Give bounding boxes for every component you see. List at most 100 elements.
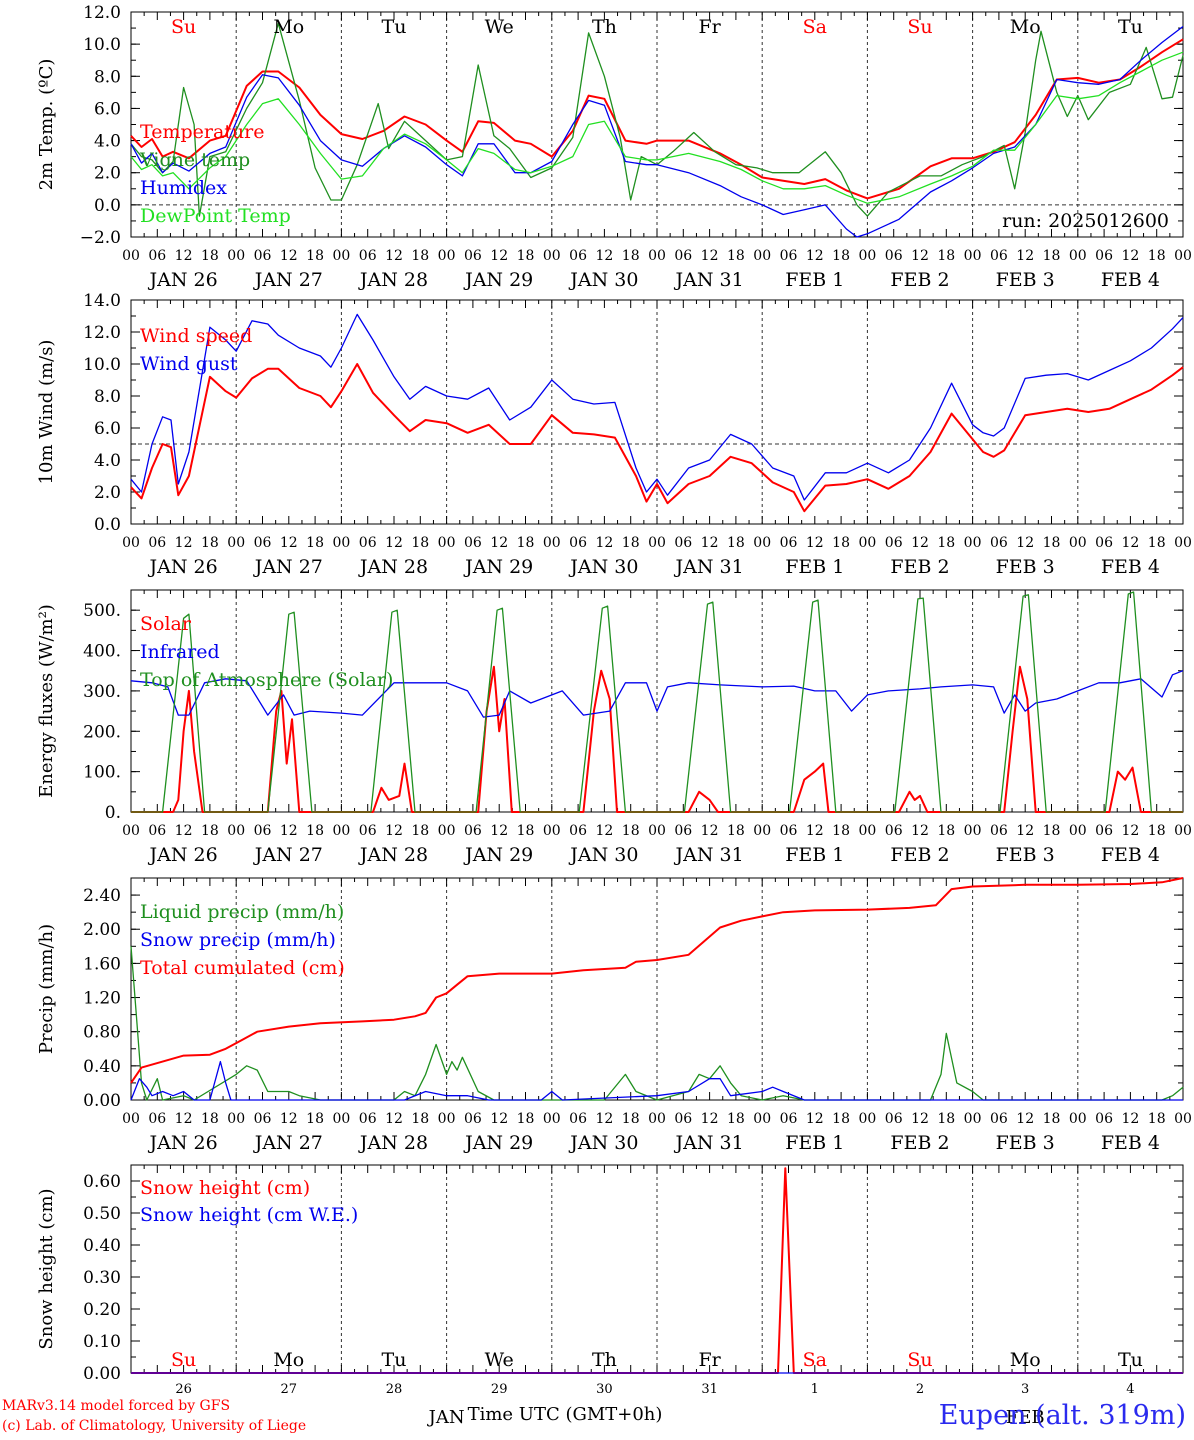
day-number-label: 30 (596, 1382, 613, 1397)
x-hour-label: 06 (254, 1111, 272, 1127)
series-line-dewpoint-temp (130, 51, 1184, 204)
x-date-label: JAN 27 (253, 556, 323, 578)
x-hour-label: 12 (1121, 535, 1139, 551)
x-date-label: JAN 26 (148, 1132, 218, 1154)
y-tick-label: 0. (105, 803, 121, 823)
x-hour-label: 18 (411, 535, 429, 551)
x-hour-label: 12 (385, 1111, 403, 1127)
legend-entry: Wind speed (140, 325, 252, 347)
series-line-top-of-atmosphere-solar- (131, 591, 1183, 813)
x-hour-label: 18 (411, 248, 429, 264)
y-tick-label: 0.20 (83, 1300, 121, 1320)
y-tick-label: 0.60 (83, 1172, 121, 1192)
x-date-label: JAN 28 (358, 844, 428, 866)
x-hour-label: 06 (674, 1111, 692, 1127)
x-hour-label: 18 (622, 823, 640, 839)
x-hour-label: 18 (517, 823, 535, 839)
x-hour-label: 06 (1095, 248, 1113, 264)
x-hour-label: 18 (1043, 535, 1061, 551)
x-hour-label: 00 (332, 823, 350, 839)
x-hour-label: 18 (201, 535, 219, 551)
x-hour-label: 18 (1148, 535, 1166, 551)
plot-frame (130, 11, 1184, 238)
x-hour-label: 18 (1148, 248, 1166, 264)
series-line-wind-gust (130, 313, 1184, 501)
legend-entry: Humidex (140, 177, 227, 199)
x-hour-label: 06 (780, 535, 798, 551)
x-date-label: FEB 3 (996, 844, 1055, 866)
x-hour-label: 00 (1069, 535, 1087, 551)
x-hour-label: 12 (1121, 823, 1139, 839)
x-date-label: JAN 29 (463, 269, 533, 291)
x-hour-label: 06 (464, 535, 482, 551)
x-hour-label: 00 (332, 1111, 350, 1127)
x-hour-label: 18 (306, 248, 324, 264)
x-hour-label: 18 (937, 535, 955, 551)
x-hour-label: 18 (727, 823, 745, 839)
x-hour-label: 06 (464, 823, 482, 839)
x-date-label: FEB 3 (996, 269, 1055, 291)
x-hour-label: 12 (280, 1111, 298, 1127)
weekday-label: We (485, 16, 514, 38)
x-hour-label: 00 (858, 248, 876, 264)
x-hour-label: 06 (674, 535, 692, 551)
y-axis-label: 2m Temp. (ºC) (36, 59, 57, 191)
x-hour-label: 06 (254, 535, 272, 551)
x-date-label: FEB 4 (1101, 556, 1160, 578)
x-hour-label: 06 (885, 1111, 903, 1127)
x-hour-label: 12 (1121, 1111, 1139, 1127)
x-date-label: FEB 4 (1101, 844, 1160, 866)
x-hour-label: 18 (201, 248, 219, 264)
x-hour-label: 12 (175, 823, 193, 839)
x-hour-label: 12 (385, 248, 403, 264)
legend-entry: Snow height (cm) (140, 1177, 310, 1199)
x-hour-label: 00 (1174, 823, 1192, 839)
legend-entry: Infrared (140, 641, 220, 663)
x-hour-label: 12 (595, 823, 613, 839)
series-line-snow-precip-mm-h- (130, 1060, 1183, 1101)
x-hour-label: 06 (780, 248, 798, 264)
y-tick-label: 14.0 (83, 291, 121, 311)
x-hour-label: 18 (517, 535, 535, 551)
x-axis-title: Time UTC (GMT+0h) (467, 1404, 663, 1425)
x-hour-label: 00 (753, 248, 771, 264)
y-tick-label: 12.0 (83, 3, 121, 23)
x-hour-label: 18 (727, 248, 745, 264)
legend-entry: Wind gust (140, 353, 238, 375)
x-hour-label: 00 (122, 535, 140, 551)
x-hour-label: 00 (122, 248, 140, 264)
x-hour-label: 06 (359, 535, 377, 551)
y-tick-label: 1.60 (83, 954, 121, 974)
legend-entry: Top of Atmosphere (Solar) (140, 669, 393, 691)
x-hour-label: 00 (964, 823, 982, 839)
x-hour-label: 06 (359, 823, 377, 839)
chart-panel-3: 0. 100. 200. 300. 400. 500. Energy fluxes (W/m… (36, 589, 1192, 866)
x-date-label: JAN 31 (674, 1132, 744, 1154)
x-hour-label: 06 (254, 248, 272, 264)
x-hour-label: 00 (543, 535, 561, 551)
x-hour-label: 12 (701, 248, 719, 264)
weekday-label: Su (171, 1349, 196, 1371)
x-hour-label: 00 (648, 823, 666, 839)
x-hour-label: 18 (201, 823, 219, 839)
x-hour-label: 18 (622, 248, 640, 264)
x-hour-label: 06 (569, 1111, 587, 1127)
weekday-label: Su (171, 16, 196, 38)
x-hour-label: 12 (175, 248, 193, 264)
x-hour-label: 06 (569, 823, 587, 839)
x-hour-label: 18 (832, 1111, 850, 1127)
x-hour-label: 06 (148, 248, 166, 264)
x-hour-label: 12 (911, 248, 929, 264)
x-date-label: FEB 4 (1101, 1132, 1160, 1154)
x-date-label: JAN 29 (463, 1132, 533, 1154)
x-hour-label: 00 (543, 248, 561, 264)
weekday-label: Mo (1010, 1349, 1041, 1371)
weekday-label: Sa (803, 1349, 827, 1371)
x-date-label: JAN 30 (568, 844, 638, 866)
x-hour-label: 18 (411, 823, 429, 839)
x-date-label: JAN 28 (358, 556, 428, 578)
month-label: FEB (1006, 1407, 1045, 1428)
x-hour-label: 18 (306, 535, 324, 551)
chart-panel-4: 0.00 0.40 0.80 1.20 1.60 2.00 2.40 Precip (mm/h… (36, 877, 1192, 1154)
